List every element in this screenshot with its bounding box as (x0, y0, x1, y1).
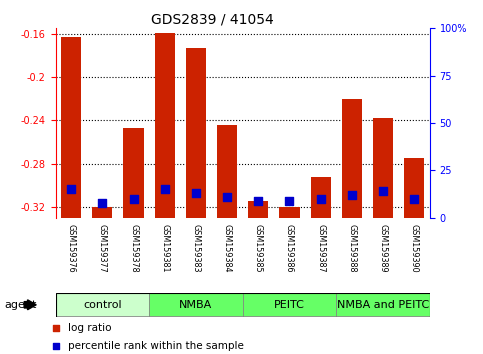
Point (317, 196, 325, 201)
Bar (186, 48, 206, 218)
Bar (217, 125, 237, 218)
Point (192, 190, 200, 196)
Bar (373, 118, 393, 218)
Bar (123, 128, 143, 218)
Text: GSM159390: GSM159390 (410, 224, 419, 272)
Text: agent: agent (5, 300, 37, 310)
Text: GSM159378: GSM159378 (129, 224, 138, 272)
Bar (279, 207, 299, 218)
Text: PEITC: PEITC (274, 300, 305, 310)
Text: GSM159377: GSM159377 (98, 224, 107, 273)
FancyBboxPatch shape (149, 293, 242, 316)
Text: GSM159385: GSM159385 (254, 224, 263, 272)
Bar (404, 158, 425, 218)
Point (161, 187, 169, 192)
Point (223, 194, 231, 200)
Bar (155, 33, 175, 218)
Point (348, 192, 356, 198)
Text: GSM159383: GSM159383 (191, 224, 200, 272)
Text: log ratio: log ratio (69, 323, 112, 333)
Text: GDS2839 / 41054: GDS2839 / 41054 (151, 12, 274, 27)
Bar (92, 207, 113, 218)
Text: GSM159381: GSM159381 (160, 224, 169, 272)
Text: GSM159386: GSM159386 (285, 224, 294, 272)
Text: GSM159387: GSM159387 (316, 224, 325, 272)
Point (255, 198, 262, 204)
Bar (342, 99, 362, 218)
Point (99, 200, 106, 205)
Point (285, 198, 293, 204)
Point (52, 343, 59, 349)
FancyBboxPatch shape (336, 293, 430, 316)
Point (52, 326, 59, 331)
Point (411, 196, 418, 201)
Bar (61, 37, 81, 218)
FancyBboxPatch shape (242, 293, 336, 316)
Text: GSM159388: GSM159388 (347, 224, 356, 272)
Bar (248, 201, 269, 218)
Text: GSM159384: GSM159384 (223, 224, 232, 272)
Text: GSM159389: GSM159389 (379, 224, 387, 272)
Point (67, 187, 75, 192)
Bar (311, 177, 331, 218)
FancyBboxPatch shape (56, 293, 149, 316)
Text: control: control (83, 300, 122, 310)
Point (379, 188, 387, 194)
Text: NMBA: NMBA (179, 300, 213, 310)
Text: percentile rank within the sample: percentile rank within the sample (69, 341, 244, 351)
Text: NMBA and PEITC: NMBA and PEITC (337, 300, 429, 310)
Text: GSM159376: GSM159376 (67, 224, 76, 272)
Point (129, 196, 137, 201)
